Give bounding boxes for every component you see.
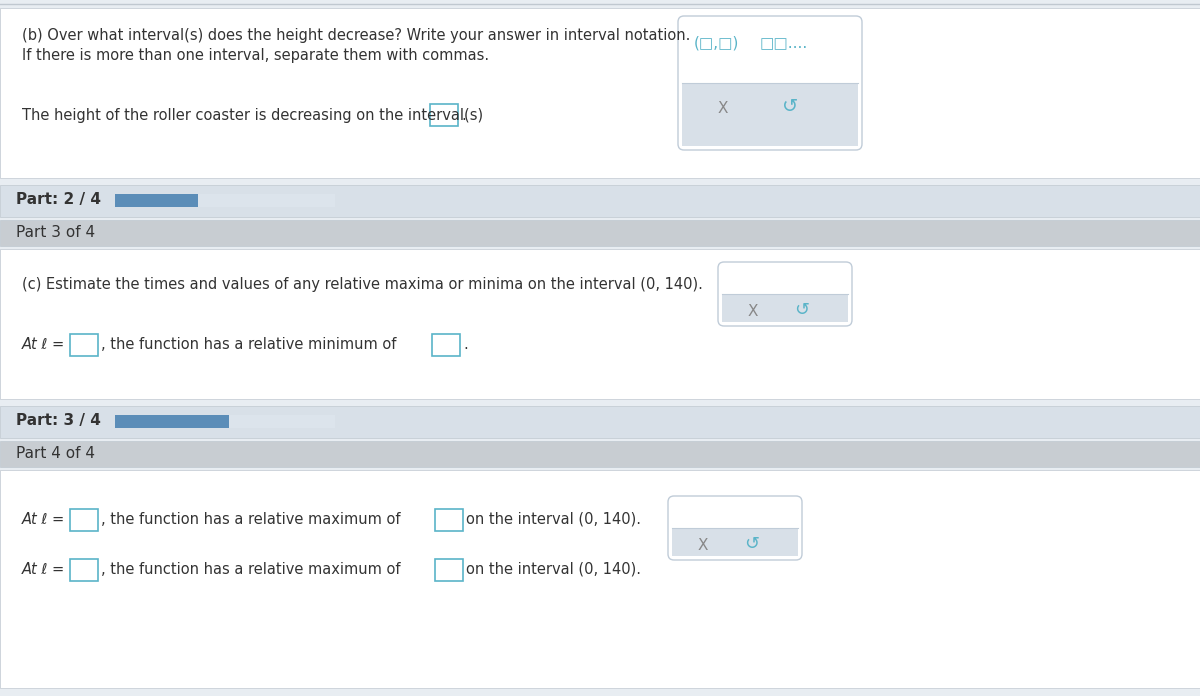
FancyBboxPatch shape xyxy=(432,334,460,356)
Text: Part: 3 / 4: Part: 3 / 4 xyxy=(16,413,101,428)
Text: , the function has a relative maximum of: , the function has a relative maximum of xyxy=(101,512,401,527)
Text: (b) Over what interval(s) does the height decrease? Write your answer in interva: (b) Over what interval(s) does the heigh… xyxy=(22,28,690,43)
FancyBboxPatch shape xyxy=(436,559,463,581)
FancyBboxPatch shape xyxy=(115,194,335,207)
Text: □□....: □□.... xyxy=(760,36,809,51)
Text: Part 3 of 4: Part 3 of 4 xyxy=(16,225,95,240)
FancyBboxPatch shape xyxy=(0,249,1200,399)
FancyBboxPatch shape xyxy=(70,509,98,531)
Text: (□,□): (□,□) xyxy=(694,36,739,51)
FancyBboxPatch shape xyxy=(436,509,463,531)
Text: The height of the roller coaster is decreasing on the interval(s): The height of the roller coaster is decr… xyxy=(22,108,484,123)
Text: X: X xyxy=(718,101,728,116)
Text: At ℓ =: At ℓ = xyxy=(22,562,65,577)
Text: .: . xyxy=(461,108,466,123)
Text: Part 4 of 4: Part 4 of 4 xyxy=(16,446,95,461)
Text: X: X xyxy=(698,538,708,553)
Text: (c) Estimate the times and values of any relative maxima or minima on the interv: (c) Estimate the times and values of any… xyxy=(22,277,703,292)
Text: ↺: ↺ xyxy=(782,97,798,116)
Text: , the function has a relative maximum of: , the function has a relative maximum of xyxy=(101,562,401,577)
FancyBboxPatch shape xyxy=(672,528,798,556)
Text: Part: 2 / 4: Part: 2 / 4 xyxy=(16,192,101,207)
Text: If there is more than one interval, separate them with commas.: If there is more than one interval, sepa… xyxy=(22,48,490,63)
Text: , the function has a relative minimum of: , the function has a relative minimum of xyxy=(101,337,396,352)
FancyBboxPatch shape xyxy=(0,470,1200,688)
Text: ↺: ↺ xyxy=(794,301,809,319)
Text: .: . xyxy=(463,337,468,352)
FancyBboxPatch shape xyxy=(115,415,229,428)
Text: At ℓ =: At ℓ = xyxy=(22,337,65,352)
Text: ↺: ↺ xyxy=(744,535,760,553)
FancyBboxPatch shape xyxy=(0,441,1200,467)
FancyBboxPatch shape xyxy=(0,185,1200,217)
FancyBboxPatch shape xyxy=(682,83,858,146)
FancyBboxPatch shape xyxy=(70,334,98,356)
FancyBboxPatch shape xyxy=(115,415,335,428)
Text: X: X xyxy=(748,304,758,319)
FancyBboxPatch shape xyxy=(668,496,802,560)
FancyBboxPatch shape xyxy=(0,8,1200,178)
FancyBboxPatch shape xyxy=(115,194,198,207)
FancyBboxPatch shape xyxy=(722,294,848,322)
Text: on the interval (0, 140).: on the interval (0, 140). xyxy=(466,512,641,527)
FancyBboxPatch shape xyxy=(0,220,1200,246)
FancyBboxPatch shape xyxy=(0,406,1200,438)
Text: At ℓ =: At ℓ = xyxy=(22,512,65,527)
FancyBboxPatch shape xyxy=(678,16,862,150)
FancyBboxPatch shape xyxy=(430,104,458,126)
Text: on the interval (0, 140).: on the interval (0, 140). xyxy=(466,562,641,577)
FancyBboxPatch shape xyxy=(70,559,98,581)
FancyBboxPatch shape xyxy=(718,262,852,326)
